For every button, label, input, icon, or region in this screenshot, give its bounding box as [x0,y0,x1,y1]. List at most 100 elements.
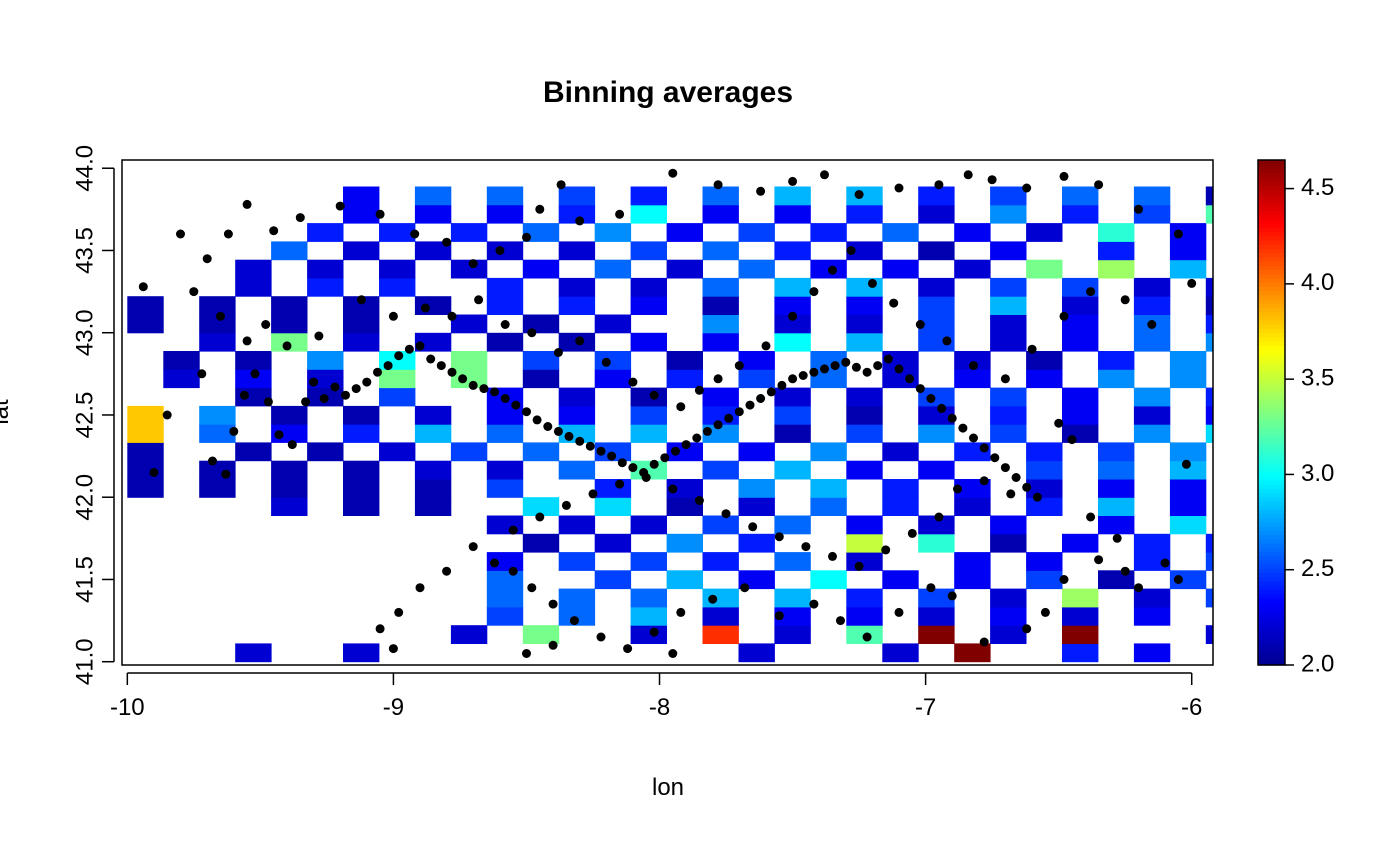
colorbar-swatch [1258,307,1285,313]
colorbar-swatch [1258,656,1285,662]
heatmap-cell [702,588,739,608]
heatmap-cell [846,405,883,425]
colorbar-swatch [1258,261,1285,266]
heatmap-cell [594,479,632,498]
data-point [447,367,457,377]
heatmap-cell [486,277,524,297]
heatmap-cell [271,405,308,425]
colorbar-swatch [1258,576,1285,582]
heatmap-cell [522,351,560,370]
heatmap-cell [379,387,416,407]
heatmap-cell [774,405,811,425]
heatmap-cell [522,533,560,553]
data-point [415,583,425,593]
x-tick-label: -6 [1181,694,1202,721]
data-point [1000,374,1010,384]
data-point [990,453,1000,463]
colorbar-swatch [1258,614,1285,620]
heatmap-cell [379,369,416,389]
data-point [1027,344,1037,354]
x-tick-label: -7 [915,694,936,721]
colorbar-swatch [1258,622,1285,628]
heatmap-cell [918,625,955,644]
heatmap-cell [1169,351,1207,370]
heatmap-cell [1169,442,1207,462]
colorbar-swatch [1258,580,1285,586]
heatmap-cell [1062,424,1099,443]
heatmap-cell [666,369,703,389]
heatmap-cell [414,424,452,443]
data-point [500,320,510,329]
data-point [221,469,231,479]
heatmap-cell [1133,533,1171,553]
data-point [561,500,571,510]
heatmap-cell [846,241,883,261]
heatmap-cell [666,351,703,370]
heatmap-cell [163,369,200,389]
heatmap-cell [1062,204,1099,224]
heatmap-cell [1133,387,1171,407]
colorbar-swatch [1258,160,1285,165]
heatmap-cell [702,241,739,261]
data-point [692,433,702,443]
heatmap-cell [990,186,1027,206]
heatmap-cell [774,314,811,334]
heatmap-cell [810,351,847,370]
data-point [915,320,925,329]
plot-frame [121,159,1214,666]
heatmap-cell [918,186,955,206]
colorbar-swatch [1258,643,1285,649]
heatmap-cell [738,479,775,498]
heatmap-cell [486,460,524,480]
data-point [274,430,284,440]
heatmap-cell [414,186,452,206]
data-point [208,456,217,466]
heatmap-cell [414,204,452,224]
data-point [926,583,936,593]
heatmap-cell [990,424,1027,443]
heatmap-cell [343,186,380,206]
heatmap-cell [954,351,991,370]
heatmap-cell [343,296,380,315]
data-point [239,390,249,400]
heatmap-cell [343,424,380,443]
heatmap-cell [630,405,667,425]
heatmap-cell [1205,314,1214,334]
heatmap-cell [1062,387,1099,407]
heatmap-cell [271,296,308,315]
heatmap-cell [1026,369,1063,389]
heatmap-cell [918,515,955,535]
data-point [830,361,840,371]
colorbar-swatch [1258,265,1285,271]
data-point [410,229,420,239]
heatmap-cell [702,387,739,407]
data-points [138,168,1197,658]
heatmap-cell [738,223,775,242]
data-point [734,361,744,371]
data-point [202,254,212,264]
heatmap-cell [127,479,164,498]
colorbar-swatch [1258,345,1285,350]
heatmap-cell [1169,369,1207,389]
heatmap-cell [522,223,560,242]
colorbar-swatch [1258,484,1285,489]
heatmap-cell [774,552,811,571]
heatmap-cell [486,424,524,443]
heatmap-cell [630,241,667,261]
colorbar-swatch [1258,239,1285,245]
heatmap-cell [1026,223,1063,242]
heatmap-cell [558,277,596,297]
heatmap-cell [990,606,1027,626]
colorbar-swatch [1258,395,1285,401]
data-point [585,441,595,451]
heatmap-cell [918,277,955,297]
heatmap-cell [990,405,1027,425]
heatmap-cell [450,259,488,279]
heatmap-cell [486,479,524,498]
heatmap-cell [1205,204,1214,224]
data-point [766,387,776,397]
data-point [500,394,510,403]
data-point [724,413,734,423]
data-point [873,361,883,371]
colorbar-swatch [1258,168,1285,174]
